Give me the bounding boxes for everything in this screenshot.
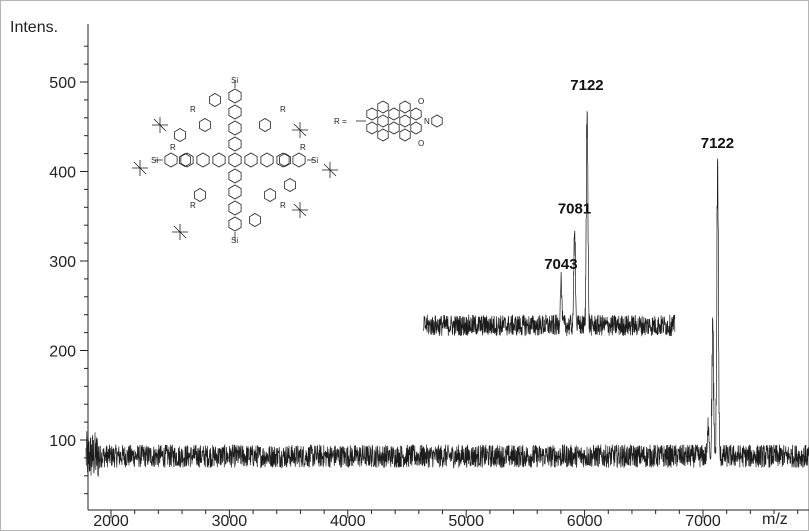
nitrogen-label: N bbox=[424, 117, 430, 126]
benzene-ring bbox=[283, 178, 297, 192]
benzene-ring bbox=[228, 168, 242, 184]
atom-label: Si bbox=[311, 156, 318, 165]
benzene-ring bbox=[173, 128, 187, 142]
atom-label: R bbox=[280, 201, 286, 210]
benzene-ring bbox=[260, 152, 274, 168]
perylene-ring bbox=[388, 107, 400, 121]
benzene-ring bbox=[244, 152, 258, 168]
benzene-ring bbox=[278, 153, 292, 167]
benzene-ring bbox=[180, 152, 194, 168]
benzene-ring bbox=[196, 152, 210, 168]
x-tick-label: 3000 bbox=[212, 513, 248, 530]
benzene-ring bbox=[193, 188, 207, 202]
axes bbox=[87, 24, 809, 511]
x-tick-label: 6000 bbox=[567, 513, 603, 530]
perylene-ring bbox=[366, 107, 378, 121]
x-tick-label: 7000 bbox=[685, 513, 721, 530]
benzene-ring bbox=[228, 88, 242, 104]
bond bbox=[173, 225, 187, 239]
bond bbox=[133, 161, 147, 175]
inset-spectrum-trace bbox=[423, 110, 676, 337]
perylene-ring bbox=[410, 107, 422, 121]
bond bbox=[153, 118, 167, 132]
benzene-ring bbox=[292, 152, 306, 168]
perylene-ring bbox=[366, 121, 378, 135]
benzene-ring bbox=[178, 153, 192, 167]
atom-label: R bbox=[300, 143, 306, 152]
perylene-ring bbox=[399, 100, 411, 114]
main-spectrum-trace bbox=[85, 158, 809, 477]
perylene-ring bbox=[388, 121, 400, 135]
molecular-structure: Si Si Si Si R R R R R R bbox=[132, 76, 338, 245]
benzene-ring bbox=[248, 213, 262, 227]
r-group-label: R = bbox=[334, 117, 347, 126]
benzene-ring bbox=[198, 118, 212, 132]
atom-label: R bbox=[280, 105, 286, 114]
perylene-ring bbox=[410, 121, 422, 135]
peak-label: 7081 bbox=[558, 200, 591, 217]
y-tick-label: 200 bbox=[49, 344, 76, 361]
oxygen-label: O bbox=[418, 97, 424, 106]
y-axis-title: Intens. bbox=[10, 19, 58, 36]
benzene-ring bbox=[228, 200, 242, 216]
benzene-ring bbox=[263, 188, 277, 202]
benzene-ring bbox=[228, 216, 242, 232]
y-tick-label: 100 bbox=[49, 433, 76, 450]
benzene-ring bbox=[276, 152, 290, 168]
perylene-ring bbox=[377, 114, 389, 128]
benzene-ring bbox=[208, 93, 222, 107]
benzene-ring bbox=[228, 104, 242, 120]
perylene-ring bbox=[399, 114, 411, 128]
benzene-ring bbox=[258, 118, 272, 132]
peak-labels: 7122 7043 7081 7122 bbox=[544, 77, 734, 273]
x-tick-labels: 2000 3000 4000 5000 6000 7000 bbox=[93, 513, 721, 530]
atom-label: Si bbox=[151, 156, 158, 165]
benzene-ring bbox=[164, 152, 178, 168]
peak-label: 7122 bbox=[570, 77, 603, 94]
atom-label: R bbox=[190, 105, 196, 114]
atom-label: R bbox=[170, 143, 176, 152]
y-tick-labels: 100 200 300 400 500 bbox=[49, 75, 76, 450]
x-tick-label: 4000 bbox=[330, 513, 366, 530]
benzene-ring bbox=[228, 184, 242, 200]
x-axis-title: m/z bbox=[762, 511, 788, 528]
benzene-ring bbox=[228, 120, 242, 136]
atom-label: Si bbox=[231, 76, 238, 85]
x-tick-label: 5000 bbox=[448, 513, 484, 530]
peak-label: 7122 bbox=[701, 135, 734, 152]
benzene-ring bbox=[228, 152, 242, 168]
atom-label: Si bbox=[231, 236, 238, 245]
bond bbox=[293, 123, 307, 137]
y-tick-label: 500 bbox=[49, 75, 76, 92]
y-tick-label: 400 bbox=[49, 165, 76, 182]
peak-label: 7043 bbox=[544, 256, 577, 273]
y-tick-label: 300 bbox=[49, 254, 76, 271]
atom-label: R bbox=[190, 201, 196, 210]
perylene-ring bbox=[431, 114, 443, 128]
oxygen-label: O bbox=[418, 139, 424, 148]
perylene-ring bbox=[399, 128, 411, 142]
bond bbox=[323, 163, 337, 177]
x-tick-label: 2000 bbox=[93, 513, 129, 530]
x-ticks bbox=[110, 510, 799, 518]
perylene-ring bbox=[377, 100, 389, 114]
r-group-structure: R = N O O bbox=[334, 97, 443, 148]
bond bbox=[293, 203, 307, 217]
benzene-ring bbox=[212, 152, 226, 168]
y-ticks bbox=[80, 45, 88, 495]
benzene-ring bbox=[228, 136, 242, 152]
perylene-ring bbox=[377, 128, 389, 142]
